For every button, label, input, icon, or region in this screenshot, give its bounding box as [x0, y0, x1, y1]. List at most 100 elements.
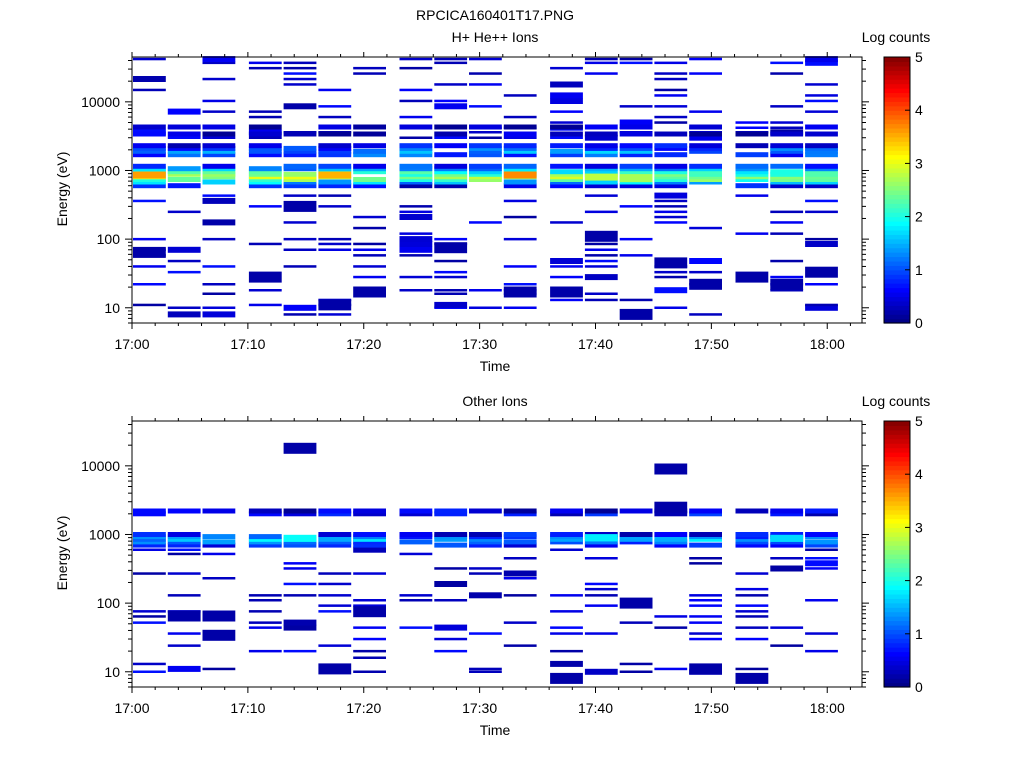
heatmap-cell	[689, 171, 722, 177]
heatmap-cell	[770, 61, 804, 65]
colorbar-step	[884, 229, 910, 235]
heatmap-cell	[550, 539, 583, 545]
heatmap-cell	[318, 532, 352, 537]
colorbar-tick-label: 5	[915, 49, 923, 65]
heatmap-cell	[584, 179, 618, 185]
colorbar-step	[884, 314, 910, 320]
heatmap-cell	[503, 283, 537, 286]
heatmap-cell	[550, 136, 583, 139]
heatmap-cell	[202, 145, 236, 151]
heatmap-cell	[318, 594, 352, 597]
colorbar-step	[884, 176, 910, 182]
heatmap-cell	[318, 610, 352, 613]
heatmap-cell	[584, 72, 618, 75]
heatmap-cell	[202, 99, 236, 103]
heatmap-cell	[167, 183, 201, 189]
heatmap-cell	[805, 94, 838, 97]
heatmap-cell	[202, 265, 236, 268]
heatmap-cell	[654, 152, 688, 158]
heatmap-cell	[584, 259, 618, 263]
heatmap-cell	[167, 259, 201, 263]
heatmap-cell	[399, 236, 433, 243]
x-tick-label: 17:40	[578, 700, 613, 716]
x-tick-label: 18:00	[810, 336, 845, 352]
heatmap-cell	[689, 131, 722, 137]
colorbar-step	[884, 531, 910, 537]
heatmap-cell	[283, 145, 317, 151]
heatmap-cell	[434, 61, 468, 65]
colorbar-step	[884, 119, 910, 125]
heatmap-cell	[202, 171, 236, 177]
colorbar-step	[884, 491, 910, 497]
heatmap-cell	[133, 76, 166, 82]
colorbar-step	[884, 190, 910, 196]
heatmap-cell	[770, 183, 804, 189]
heatmap-cell	[805, 548, 838, 551]
heatmap-cell	[503, 508, 537, 514]
heatmap-cell	[654, 145, 688, 151]
heatmap-cell	[550, 169, 583, 175]
heatmap-cell	[805, 171, 838, 177]
heatmap-cell	[735, 183, 769, 189]
heatmap-cell	[353, 66, 386, 70]
heatmap-cell	[434, 237, 468, 241]
heatmap-cell	[202, 629, 236, 641]
colorbar-step	[884, 642, 910, 648]
colorbar-step	[884, 83, 910, 89]
heatmap-cell	[133, 548, 166, 551]
heatmap-cell	[399, 66, 433, 70]
heatmap-cell	[469, 632, 502, 635]
heatmap-cell	[654, 275, 688, 279]
heatmap-cell	[550, 163, 583, 169]
heatmap-cell	[469, 136, 502, 139]
heatmap-cell	[248, 61, 282, 65]
heatmap-cell	[202, 219, 236, 226]
heatmap-cell	[584, 143, 618, 149]
heatmap-cell	[434, 183, 468, 189]
heatmap-cell	[805, 199, 838, 203]
heatmap-cell	[133, 237, 166, 241]
heatmap-cell	[202, 534, 236, 540]
heatmap-cell	[735, 152, 769, 158]
heatmap-cell	[654, 257, 688, 269]
heatmap-cell	[167, 542, 201, 548]
heatmap-cell	[654, 94, 688, 97]
heatmap-cell	[353, 177, 386, 182]
heatmap-cell	[619, 205, 653, 208]
heatmap-cell	[133, 303, 166, 307]
heatmap-cell	[805, 83, 838, 86]
colorbar-step	[884, 452, 910, 458]
heatmap-cell	[399, 152, 433, 158]
heatmap-cell	[654, 192, 688, 199]
heatmap-cell	[550, 548, 583, 551]
colorbar-step	[884, 318, 910, 324]
heatmap-cell	[353, 148, 386, 154]
colorbar-step	[884, 114, 910, 120]
heatmap-cell	[805, 237, 838, 241]
heatmap-cell	[735, 126, 769, 129]
colorbar-step	[884, 421, 910, 427]
heatmap-cell	[503, 183, 537, 189]
heatmap-cell	[584, 242, 618, 246]
colorbar-tick-label: 5	[915, 413, 923, 429]
heatmap-cell	[434, 289, 468, 292]
heatmap-cell	[202, 237, 236, 241]
colorbar-step	[884, 141, 910, 147]
heatmap-cell	[167, 508, 201, 514]
heatmap-cell	[584, 292, 618, 295]
heatmap-cell	[202, 152, 236, 158]
heatmap-cell	[133, 171, 166, 179]
colorbar-tick-label: 3	[915, 519, 923, 535]
colorbar-step	[884, 74, 910, 80]
heatmap-cell	[805, 183, 838, 189]
heatmap-cell	[202, 283, 236, 286]
colorbar-step	[884, 478, 910, 484]
heatmap-cell	[805, 169, 838, 175]
axes: 17:00 17:10 17:20 17:30 17:40 17:50 18:00 10 100…	[81, 52, 869, 352]
colorbar-step	[884, 518, 910, 524]
heatmap-cell	[503, 577, 537, 580]
heatmap-cell	[619, 124, 653, 130]
heatmap-cell	[550, 660, 583, 667]
heatmap-cell	[469, 592, 502, 599]
heatmap-cell	[434, 136, 468, 139]
